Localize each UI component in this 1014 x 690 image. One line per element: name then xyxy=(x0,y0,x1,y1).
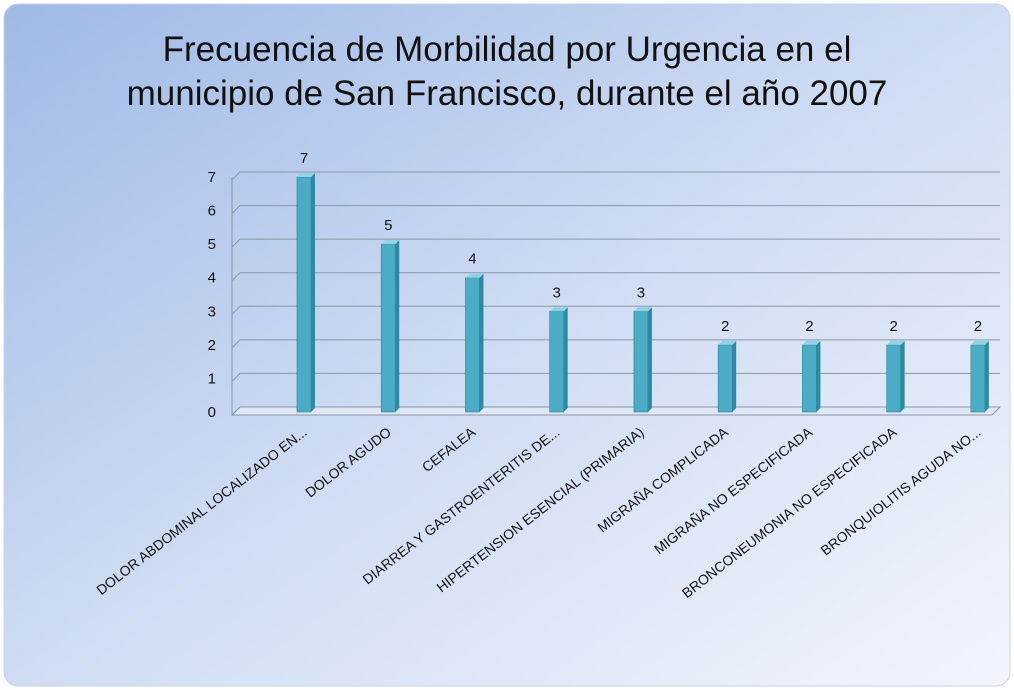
value-label: 2 xyxy=(889,318,897,335)
value-label: 4 xyxy=(468,251,476,268)
y-tick-label: 6 xyxy=(208,203,216,220)
bar-top xyxy=(465,273,484,278)
value-label: 3 xyxy=(637,284,645,301)
y-tick-label: 1 xyxy=(208,370,216,387)
bar-top xyxy=(802,340,821,345)
bar-side xyxy=(900,340,905,412)
bar xyxy=(970,344,986,413)
bar xyxy=(465,277,480,413)
bar-top xyxy=(381,240,400,245)
bar-side xyxy=(563,307,568,412)
bar xyxy=(886,344,901,413)
bar xyxy=(717,344,733,413)
floor xyxy=(230,406,1002,416)
bar xyxy=(633,310,649,413)
bar-top xyxy=(549,307,568,312)
bar-side xyxy=(816,340,821,412)
bar-top xyxy=(886,340,905,345)
bar-side xyxy=(732,340,737,412)
grid-line xyxy=(231,305,1000,315)
bar xyxy=(380,243,396,413)
chart-title: Frecuencia de Morbilidad por Urgencia en… xyxy=(126,30,888,113)
bar-top xyxy=(718,340,737,345)
value-label: 3 xyxy=(553,284,561,301)
value-label: 5 xyxy=(384,217,392,234)
bar-top xyxy=(633,307,652,312)
grid-line xyxy=(231,238,1000,248)
bar xyxy=(802,344,817,413)
bar-side xyxy=(479,273,484,412)
value-label: 2 xyxy=(721,318,729,335)
bar xyxy=(549,310,565,413)
bar-side xyxy=(311,173,315,412)
bar-top xyxy=(970,340,989,345)
value-label: 2 xyxy=(974,318,982,335)
bar-side xyxy=(647,307,652,412)
grid-line xyxy=(231,171,1000,181)
grid-line xyxy=(231,406,1000,416)
grid-line xyxy=(231,272,1000,282)
bar-side xyxy=(984,340,989,412)
value-label: 2 xyxy=(805,318,813,335)
bar-side xyxy=(395,240,400,412)
background xyxy=(3,3,1011,687)
grid-line xyxy=(231,205,1000,214)
bar xyxy=(296,176,312,413)
y-tick-label: 4 xyxy=(208,270,216,287)
grid-line xyxy=(231,339,1000,349)
y-tick-label: 2 xyxy=(208,337,216,354)
grid-line xyxy=(231,372,1000,382)
y-tick-label: 5 xyxy=(208,236,216,253)
bar-top xyxy=(297,173,315,177)
y-tick-label: 7 xyxy=(208,169,216,186)
value-label: 7 xyxy=(300,150,308,167)
y-tick-label: 3 xyxy=(208,303,216,320)
y-tick-label: 0 xyxy=(208,404,216,421)
